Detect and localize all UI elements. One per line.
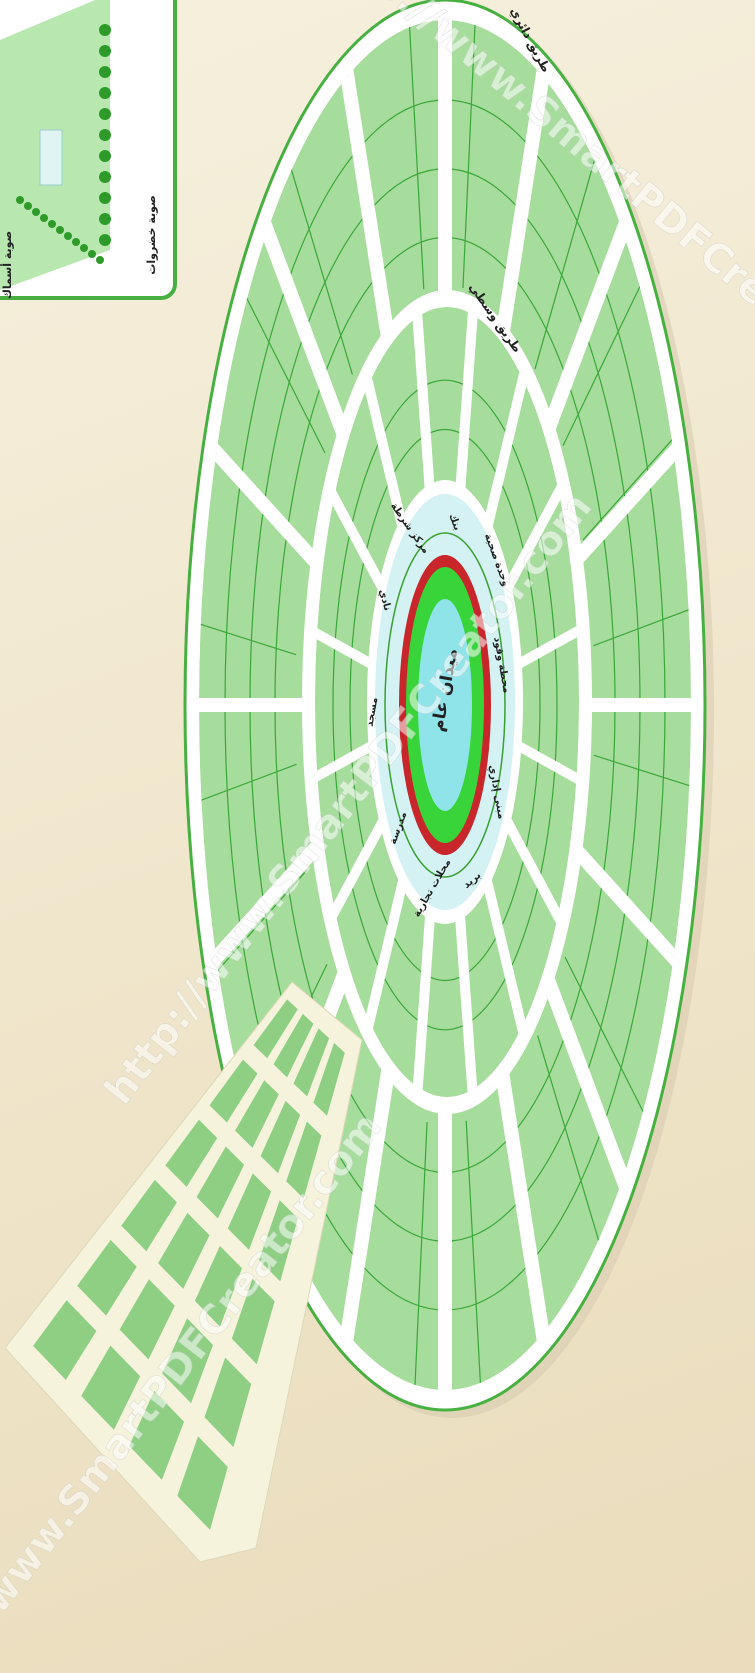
field-line	[283, 146, 353, 375]
flap-cell	[177, 1436, 228, 1530]
flap-cell	[162, 1318, 213, 1404]
flap-cell	[231, 1278, 275, 1365]
flap-fields	[33, 999, 345, 1530]
square	[418, 599, 472, 811]
flap-cell	[165, 1119, 218, 1187]
tree	[64, 232, 72, 240]
field-line	[537, 1035, 607, 1264]
field-line	[564, 956, 654, 1132]
tree	[99, 87, 111, 99]
tree	[16, 196, 24, 204]
field-line	[205, 869, 308, 985]
field-line	[562, 266, 651, 446]
flap-cell	[33, 1300, 97, 1380]
flap-cell	[259, 1200, 298, 1282]
tree	[56, 226, 64, 234]
field-line	[332, 379, 558, 1031]
tree	[24, 202, 32, 210]
tree	[99, 129, 111, 141]
flap-cell	[196, 1146, 245, 1219]
flap-cell	[119, 1279, 175, 1360]
field-line	[582, 425, 685, 541]
flap-cell	[286, 1121, 322, 1199]
tree	[99, 192, 111, 204]
inset-label: صوبة أسماك	[0, 231, 14, 299]
field-line	[534, 136, 602, 370]
flap-cell	[77, 1240, 137, 1316]
flap-cell	[204, 1357, 252, 1448]
inset-pond	[39, 129, 63, 186]
flap-cell	[273, 1013, 314, 1078]
flap-cell	[313, 1042, 345, 1116]
flap-cell	[121, 1179, 177, 1252]
tree	[80, 244, 88, 252]
field-line	[199, 619, 297, 656]
field-line	[199, 763, 297, 806]
field-line	[462, 20, 477, 289]
tree	[99, 150, 111, 162]
flap-cell	[158, 1212, 210, 1289]
tree	[99, 45, 111, 57]
field-line	[236, 278, 326, 454]
tree	[99, 234, 111, 246]
tree	[72, 238, 80, 246]
flap-cell	[253, 999, 298, 1059]
flap-cell	[260, 1100, 301, 1174]
tree	[99, 66, 111, 78]
tree	[88, 250, 96, 258]
field-line	[593, 604, 691, 647]
tree	[99, 24, 111, 36]
inset-label: صوبة خضروات	[145, 195, 158, 274]
flap-cell	[293, 1028, 330, 1097]
facility-label: مسجد	[365, 697, 381, 728]
flap-cell	[235, 1080, 279, 1148]
field-line	[465, 1120, 483, 1390]
inset-trees	[16, 24, 111, 264]
field-line	[349, 428, 541, 982]
tree	[96, 256, 104, 264]
flap-cell	[81, 1345, 141, 1430]
tree	[99, 171, 111, 183]
flap-cell	[129, 1390, 184, 1480]
tree	[32, 208, 40, 216]
field-line	[413, 1121, 428, 1390]
tree	[99, 108, 111, 120]
field-line	[407, 20, 425, 290]
flap-cell	[209, 1059, 258, 1123]
facility-label: نادي	[376, 588, 392, 612]
flap-cell	[194, 1245, 242, 1327]
tree	[40, 214, 48, 222]
flap-cell	[227, 1173, 272, 1250]
core-line	[384, 532, 506, 878]
tree	[48, 220, 56, 228]
tree	[99, 213, 111, 225]
field-line	[593, 754, 691, 791]
